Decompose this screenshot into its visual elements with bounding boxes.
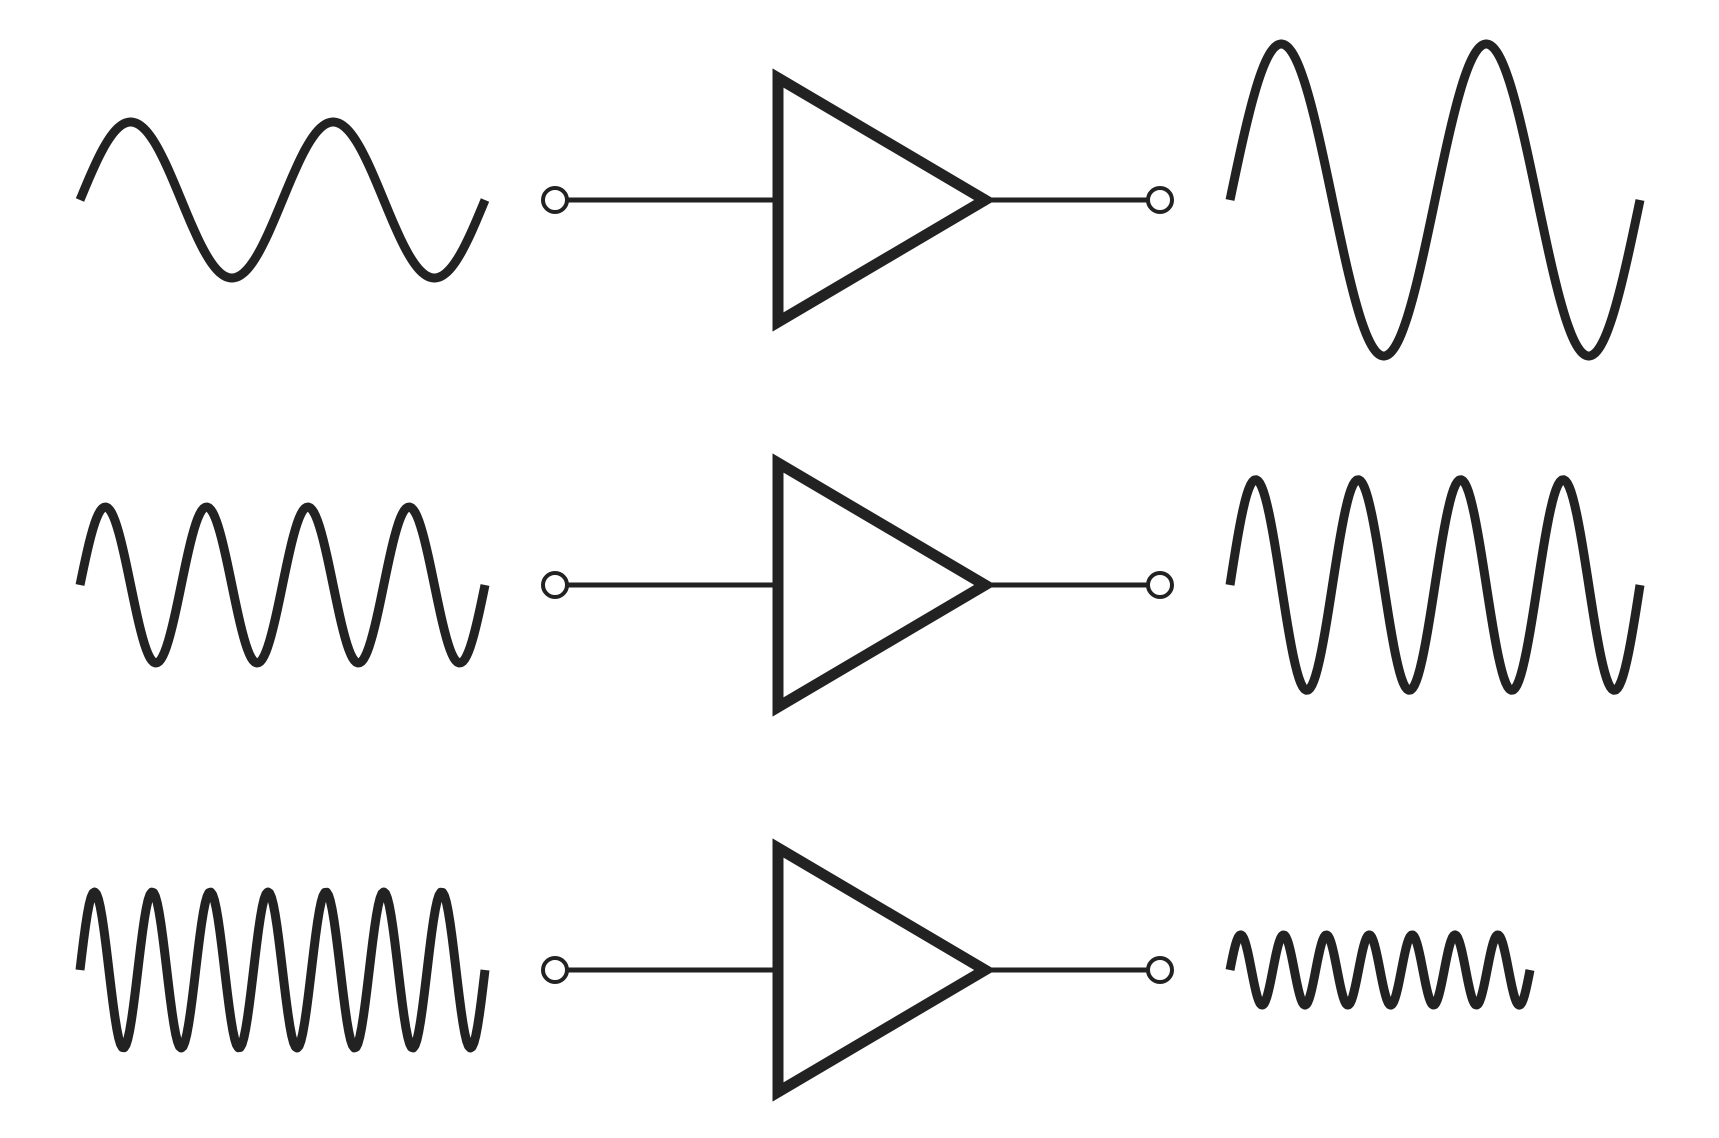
input-waveform — [75, 117, 490, 283]
amplifier-triangle — [772, 453, 996, 717]
output-terminal — [1146, 956, 1174, 984]
rows-layer — [75, 39, 1645, 1102]
input-terminal — [541, 956, 569, 984]
input-waveform — [75, 502, 490, 668]
row-mid-frequency — [75, 453, 1645, 717]
output-waveform — [1225, 930, 1535, 1010]
input-waveform — [75, 887, 490, 1053]
row-low-frequency — [75, 39, 1645, 361]
output-waveform — [1225, 475, 1645, 695]
amplifier-triangle — [772, 68, 996, 332]
output-terminal — [1146, 571, 1174, 599]
row-high-frequency — [75, 838, 1535, 1102]
output-terminal — [1146, 186, 1174, 214]
input-terminal — [541, 571, 569, 599]
amplifier-triangle — [772, 838, 996, 1102]
output-waveform — [1225, 39, 1645, 361]
input-terminal — [541, 186, 569, 214]
